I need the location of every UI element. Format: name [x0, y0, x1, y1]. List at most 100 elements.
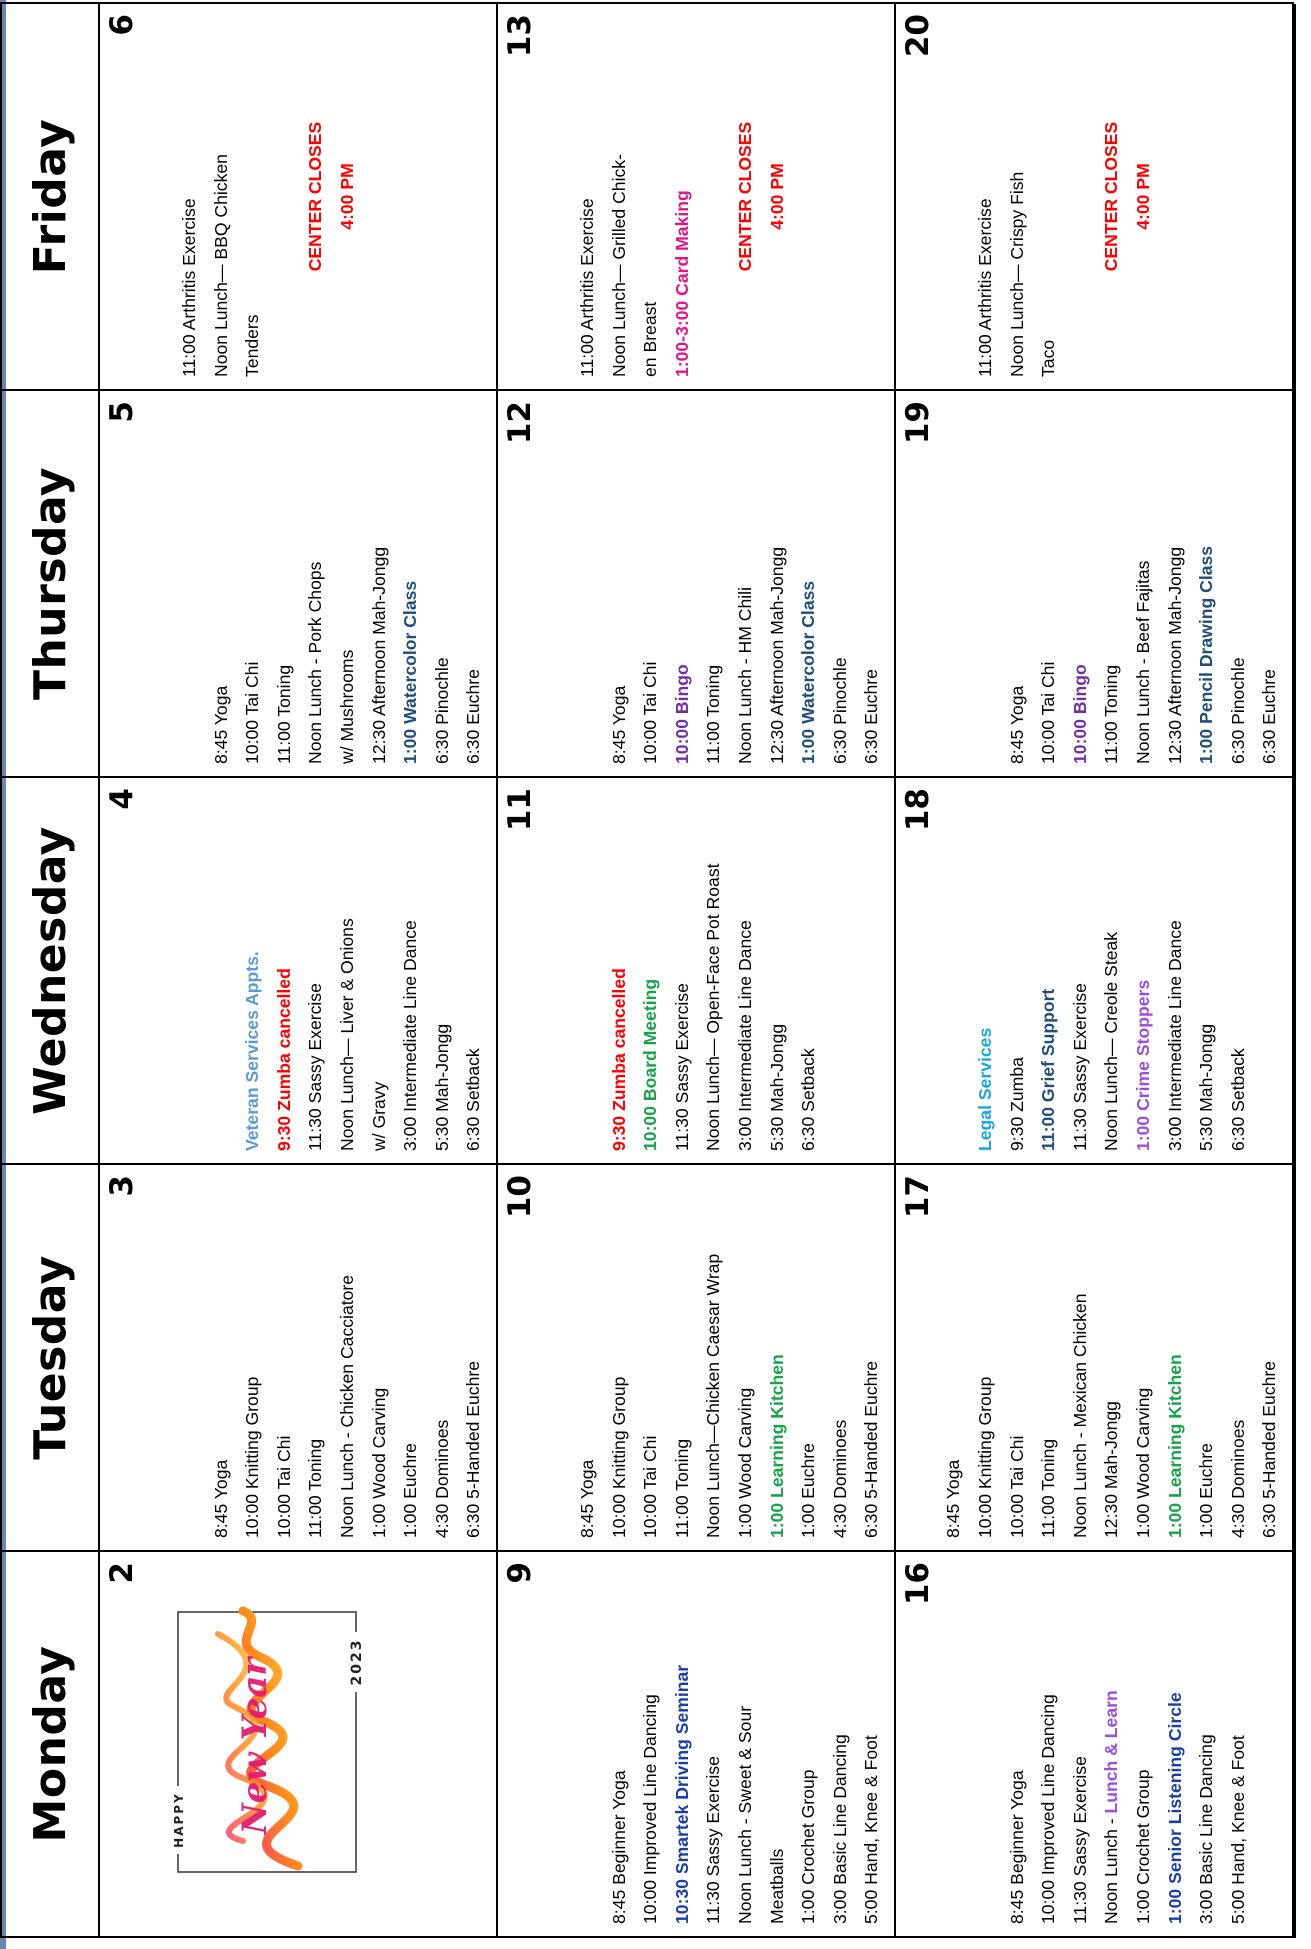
day-cell-monday: 2 HAPPY 2023 New Year: [99, 1551, 497, 1937]
event-text: 12:30 Afternoon Mah-Jongg: [368, 546, 389, 764]
event-item: 9:30 Zumba: [1002, 790, 1034, 1151]
event-list: 11:00 Arthritis Exercise Noon Lunch— Cris…: [946, 16, 1286, 377]
event-list: 8:45 Yoga 10:00 Knitting Group 10:00 Tai C…: [548, 1177, 888, 1538]
event-spacer: [458, 16, 490, 377]
event-text: Legal Services: [975, 1027, 996, 1151]
event-item: CENTER CLOSES: [730, 16, 762, 377]
event-text: 4:30 Dominoes: [829, 1419, 850, 1538]
event-item: Noon Lunch - Chicken Cacciatore: [332, 1177, 364, 1538]
day-cell-content: 17 8:45 Yoga 10:00 Knitting Group 10:00 Tai…: [896, 1165, 1292, 1550]
event-item: 3:00 Intermediate Line Dance: [730, 790, 762, 1151]
calendar-body: 2 HAPPY 2023 New Year 3 8:45 Yoga 10:00 Kn…: [99, 3, 1293, 1937]
header-tuesday: Tuesday: [1, 1164, 99, 1551]
event-text: 11:00 Toning: [703, 664, 724, 764]
event-list: 8:45 Yoga 10:00 Tai Chi 10:00 Bingo 11:00 T…: [548, 403, 888, 764]
event-item: Noon Lunch - Mexican Chicken: [1065, 1177, 1097, 1538]
event-text: Noon Lunch— Liver & Onions: [337, 918, 358, 1151]
event-text: 6:30 Pinochle: [1227, 657, 1248, 764]
event-text: 6:30 Euchre: [1259, 669, 1280, 764]
event-item: 11:00 Toning: [1096, 403, 1128, 764]
event-spacer: [1160, 16, 1192, 377]
event-item: 11:00 Toning: [1033, 1177, 1065, 1538]
event-text: 10:00 Knitting Group: [608, 1376, 629, 1538]
event-text: 5:30 Mah-Jongg: [1196, 1023, 1217, 1151]
happy-new-year-graphic: HAPPY 2023 New Year: [148, 1596, 374, 1896]
bottom-rule: [1294, 4, 1296, 1938]
event-text: Noon Lunch—Chicken Caesar Wrap: [703, 1253, 724, 1538]
weekday-label: Thursday: [24, 466, 76, 701]
event-text: 11:30 Sassy Exercise: [1069, 1756, 1090, 1924]
event-text: 6:30 Setback: [1227, 1048, 1248, 1151]
event-item: 1:00 Pencil Drawing Class: [1191, 403, 1223, 764]
event-item: 8:45 Yoga: [206, 403, 238, 764]
day-number: 19: [900, 401, 936, 445]
event-item: 6:30 5-Handed Euchre: [856, 1177, 888, 1538]
day-cell-content: 18 Legal Services 9:30 Zumba 11:00 Grief Su…: [896, 778, 1292, 1163]
event-item: 8:45 Yoga: [604, 403, 636, 764]
event-text: 8:45 Beginner Yoga: [608, 1770, 629, 1924]
day-number: 3: [104, 1175, 140, 1197]
event-spacer: [825, 16, 857, 377]
event-text: Meatballs: [766, 1848, 787, 1924]
event-item: 12:30 Mah-Jongg: [1096, 1177, 1128, 1538]
event-item: 1:00 Learning Kitchen: [1160, 1177, 1192, 1538]
event-text: 6:30 Setback: [463, 1048, 484, 1151]
day-cell-content: 5 8:45 Yoga 10:00 Tai Chi 11:00 Toning Noon …: [100, 391, 496, 776]
day-cell-friday: 6 11:00 Arthritis Exercise Noon Lunch— BBQ…: [99, 3, 497, 390]
day-cell-thursday: 5 8:45 Yoga 10:00 Tai Chi 11:00 Toning Noon …: [99, 390, 497, 777]
event-text: 10:00 Tai Chi: [640, 1435, 661, 1538]
event-text: 6:30 Euchre: [861, 669, 882, 764]
event-spacer: [1191, 16, 1223, 377]
event-item: 10:00 Tai Chi: [237, 403, 269, 764]
event-text: 4:30 Dominoes: [431, 1419, 452, 1538]
event-item: Legal Services: [970, 790, 1002, 1151]
header-thursday: Thursday: [1, 390, 99, 777]
event-item: 1:00-3:00 Card Making: [667, 16, 699, 377]
event-text: w/ Gravy: [368, 1081, 389, 1151]
event-text: 10:00 Knitting Group: [975, 1376, 996, 1538]
event-item: 6:30 Euchre: [1254, 403, 1286, 764]
day-number: 18: [900, 788, 936, 832]
event-item: CENTER CLOSES: [300, 16, 332, 377]
event-item: 12:30 Afternoon Mah-Jongg: [364, 403, 396, 764]
event-spacer: [1254, 16, 1286, 377]
header-monday: Monday: [1, 1551, 99, 1937]
event-text: 1:00 Crime Stoppers: [1133, 979, 1154, 1151]
event-item: 1:00 Crime Stoppers: [1128, 790, 1160, 1151]
day-cell-tuesday: 3 8:45 Yoga 10:00 Knitting Group 10:00 Tai …: [99, 1164, 497, 1551]
event-item: Noon Lunch - Beef Fajitas: [1128, 403, 1160, 764]
event-text: Noon Lunch - Chicken Cacciatore: [337, 1274, 358, 1538]
event-text: 4:00 PM: [1133, 163, 1154, 230]
event-spacer: [793, 16, 825, 377]
day-cell-content: 16 8:45 Beginner Yoga 10:00 Improved Line …: [896, 1552, 1292, 1936]
event-text: 8:45 Beginner Yoga: [1006, 1770, 1027, 1924]
event-text: 11:30 Sassy Exercise: [1069, 983, 1090, 1151]
event-text: 1:00 Euchre: [1196, 1443, 1217, 1538]
event-text: Noon Lunch - Mexican Chicken: [1069, 1293, 1090, 1538]
event-text: 11:00 Arthritis Exercise: [179, 198, 200, 377]
event-item: 4:30 Dominoes: [1223, 1177, 1255, 1538]
event-item: 11:00 Toning: [667, 1177, 699, 1538]
event-text: 1:00 Wood Carving: [735, 1387, 756, 1538]
event-text: 11:00 Toning: [671, 1438, 692, 1538]
event-list: 11:00 Arthritis Exercise Noon Lunch— Gril…: [548, 16, 888, 377]
event-text: 11:00 Arthritis Exercise: [975, 198, 996, 377]
event-text: Taco: [1038, 339, 1059, 377]
event-item: 5:30 Mah-Jongg: [762, 790, 794, 1151]
day-cell-content: 4 Veteran Services Appts. 9:30 Zumba cance…: [100, 778, 496, 1163]
event-text: 1:00 Euchre: [400, 1443, 421, 1538]
event-item: en Breast: [635, 16, 667, 377]
event-text: 8:45 Yoga: [577, 1459, 598, 1538]
event-item: 4:00 PM: [1128, 16, 1160, 377]
header-friday: Friday: [1, 3, 99, 390]
event-spacer: [856, 790, 888, 1151]
event-text: 10:00 Improved Line Dancing: [1038, 1694, 1059, 1924]
event-text: Noon Lunch - Sweet & Sour: [735, 1705, 756, 1924]
event-item: 10:00 Improved Line Dancing: [1033, 1564, 1065, 1924]
event-text: Noon Lunch— Crispy Fish: [1006, 171, 1027, 377]
event-text: Veteran Services Appts.: [242, 951, 263, 1151]
event-text: 9:30 Zumba cancelled: [273, 968, 294, 1151]
event-item: Tenders: [237, 16, 269, 377]
event-text: 8:45 Yoga: [210, 685, 231, 764]
